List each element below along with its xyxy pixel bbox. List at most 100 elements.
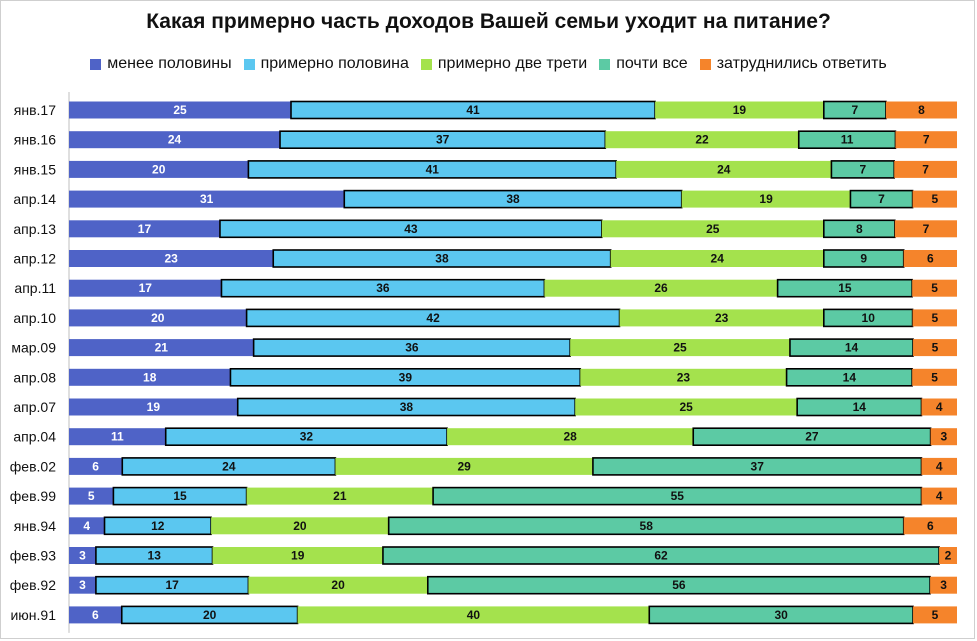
bar-segment bbox=[69, 606, 122, 624]
data-label: 19 bbox=[759, 192, 773, 206]
data-label: 39 bbox=[399, 370, 413, 384]
bar-segment bbox=[297, 606, 650, 624]
data-label: 20 bbox=[152, 162, 166, 176]
bar-segment bbox=[921, 398, 957, 416]
data-label: 25 bbox=[673, 341, 687, 355]
category-label: янв.16 bbox=[14, 132, 56, 148]
data-label: 21 bbox=[333, 489, 347, 503]
category-label: апр.08 bbox=[13, 369, 56, 385]
data-label: 24 bbox=[168, 133, 182, 147]
bar-segment bbox=[894, 160, 957, 178]
data-label: 15 bbox=[838, 281, 852, 295]
category-label: фев.99 bbox=[10, 488, 56, 504]
legend-label: затруднились ответить bbox=[716, 55, 887, 72]
bar-segment bbox=[912, 309, 957, 327]
legend-swatch bbox=[420, 58, 432, 70]
data-label: 3 bbox=[940, 578, 947, 592]
data-label: 30 bbox=[774, 608, 788, 622]
data-label: 14 bbox=[845, 341, 859, 355]
legend-item: примерно половина bbox=[243, 55, 409, 73]
bar-segment bbox=[69, 190, 345, 208]
data-label: 43 bbox=[404, 222, 418, 236]
data-label: 27 bbox=[805, 430, 819, 444]
bar-segment bbox=[822, 219, 896, 239]
data-label: 12 bbox=[151, 519, 165, 533]
bar-segment bbox=[921, 457, 957, 475]
data-label: 5 bbox=[932, 608, 939, 622]
data-label: 7 bbox=[852, 103, 859, 117]
legend-label: менее половины bbox=[107, 55, 232, 72]
bar-segment bbox=[681, 190, 851, 208]
bar-segment bbox=[912, 368, 957, 386]
data-label: 9 bbox=[860, 252, 867, 266]
data-label: 38 bbox=[506, 192, 520, 206]
category-label: янв.94 bbox=[14, 518, 56, 534]
bar-segment bbox=[895, 131, 957, 149]
category-label: апр.07 bbox=[13, 399, 56, 415]
bar-segment bbox=[575, 398, 798, 416]
data-label: 40 bbox=[467, 608, 481, 622]
data-label: 10 bbox=[862, 311, 876, 325]
bar-segment bbox=[248, 576, 428, 594]
bar-segment bbox=[894, 220, 957, 238]
category-label: фев.93 bbox=[10, 548, 56, 564]
data-label: 13 bbox=[148, 549, 162, 563]
data-label: 19 bbox=[147, 400, 161, 414]
data-label: 38 bbox=[435, 252, 449, 266]
data-label: 20 bbox=[331, 578, 345, 592]
data-label: 17 bbox=[139, 281, 153, 295]
data-label: 25 bbox=[173, 103, 187, 117]
data-label: 24 bbox=[222, 459, 236, 473]
legend: менее половины примерно половина примерно … bbox=[0, 55, 977, 73]
data-label: 37 bbox=[751, 459, 765, 473]
data-label: 25 bbox=[679, 400, 693, 414]
bar-segment bbox=[610, 250, 824, 267]
bar-segment bbox=[616, 160, 832, 178]
data-label: 36 bbox=[405, 341, 419, 355]
bar-segment bbox=[447, 428, 694, 446]
data-label: 25 bbox=[706, 222, 720, 236]
bar-segment bbox=[290, 100, 656, 120]
data-label: 20 bbox=[293, 519, 307, 533]
legend-item: почти все bbox=[599, 55, 688, 73]
category-label: июн.91 bbox=[10, 607, 56, 623]
bar-segment bbox=[69, 101, 291, 119]
data-label: 4 bbox=[936, 459, 943, 473]
legend-item: примерно две трети bbox=[420, 55, 587, 73]
data-label: 31 bbox=[200, 192, 214, 206]
data-label: 58 bbox=[640, 519, 654, 533]
data-label: 5 bbox=[931, 370, 938, 384]
data-label: 36 bbox=[376, 281, 390, 295]
bar-segment bbox=[69, 368, 231, 386]
data-label: 7 bbox=[923, 133, 930, 147]
data-label: 32 bbox=[300, 430, 314, 444]
category-label: апр.14 bbox=[13, 191, 56, 207]
bar-segment bbox=[69, 309, 247, 327]
legend-swatch bbox=[90, 58, 102, 70]
legend-item: затруднились ответить bbox=[699, 55, 887, 73]
data-label: 5 bbox=[931, 192, 938, 206]
bar-segment bbox=[335, 457, 593, 475]
data-label: 14 bbox=[853, 400, 867, 414]
bar-segment bbox=[912, 190, 957, 208]
data-label: 6 bbox=[927, 252, 934, 266]
data-label: 62 bbox=[654, 549, 668, 563]
bar-segment bbox=[69, 131, 281, 149]
bar-segment bbox=[69, 487, 114, 505]
bar-segment bbox=[655, 101, 824, 119]
data-label: 56 bbox=[672, 578, 686, 592]
data-label: 24 bbox=[711, 252, 725, 266]
data-label: 11 bbox=[841, 133, 854, 147]
data-label: 6 bbox=[927, 519, 934, 533]
category-label: апр.11 bbox=[14, 280, 56, 296]
data-label: 7 bbox=[859, 162, 866, 176]
legend-swatch bbox=[243, 58, 255, 70]
category-label: фев.92 bbox=[10, 577, 56, 593]
data-label: 41 bbox=[466, 103, 480, 117]
bar-segment bbox=[601, 220, 824, 238]
data-label: 23 bbox=[164, 252, 178, 266]
bar-segment bbox=[619, 309, 824, 327]
legend-swatch bbox=[699, 58, 711, 70]
legend-swatch bbox=[599, 58, 611, 70]
